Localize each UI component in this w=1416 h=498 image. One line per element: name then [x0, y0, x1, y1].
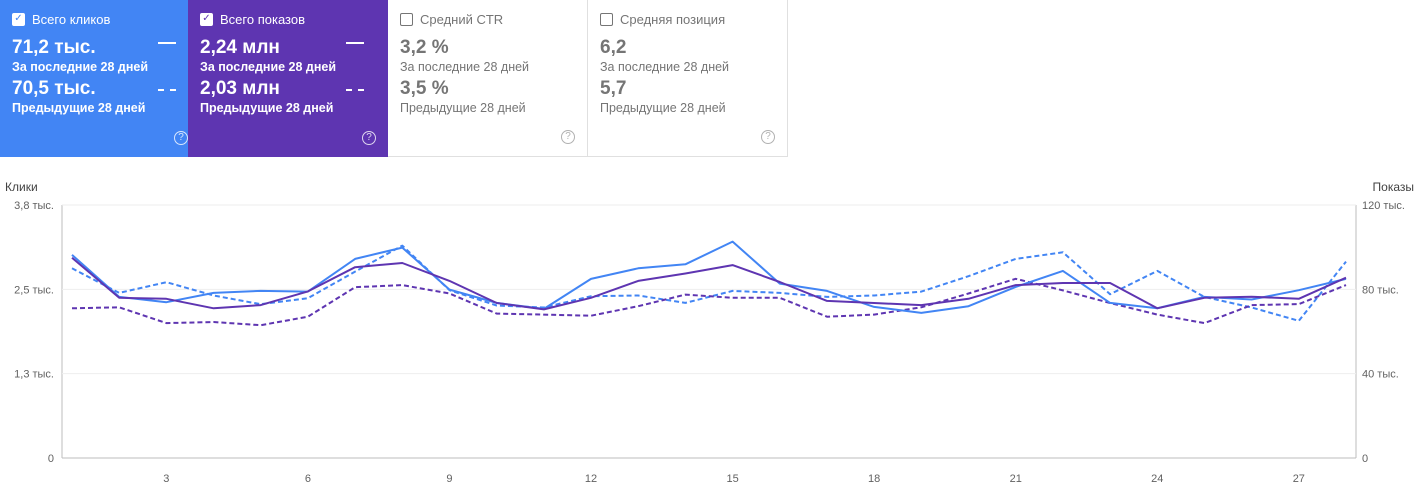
x-tick-label: 3	[163, 473, 169, 485]
card-period: За последние 28 дней	[400, 60, 530, 74]
card-prev-period: Предыдущие 28 дней	[600, 101, 726, 115]
card-period: За последние 28 дней	[200, 60, 337, 74]
left-tick-label: 2,5 тыс.	[14, 284, 54, 296]
right-axis-title: Показы	[1372, 180, 1414, 194]
card-label: Всего кликов	[32, 11, 111, 27]
card-total-impressions[interactable]: ✓ Всего показов 2,24 млн За последние 28…	[188, 0, 388, 157]
card-prev-value: 70,5 тыс.	[12, 78, 96, 99]
x-tick-label: 27	[1293, 473, 1305, 485]
series-line-previous	[71, 277, 1347, 327]
legend-solid-line	[158, 42, 176, 44]
card-period: За последние 28 дней	[600, 60, 730, 74]
series-line-current	[71, 240, 1347, 314]
card-prev-period: Предыдущие 28 дней	[12, 101, 146, 115]
card-value: 2,24 млн	[200, 37, 280, 58]
card-period: За последние 28 дней	[12, 60, 149, 74]
legend-solid-line	[346, 42, 364, 44]
card-average-position[interactable]: Средняя позиция 6,2 За последние 28 дней…	[588, 0, 788, 157]
card-label: Средняя позиция	[620, 11, 726, 27]
left-tick-label: 0	[48, 453, 54, 465]
x-tick-label: 24	[1151, 473, 1163, 485]
left-tick-label: 1,3 тыс.	[14, 369, 54, 381]
x-tick-label: 21	[1010, 473, 1022, 485]
right-tick-label: 120 тыс.	[1362, 200, 1405, 212]
card-prev-value: 5,7	[600, 78, 627, 99]
card-header: Средняя позиция	[600, 11, 775, 27]
card-prev-value: 2,03 млн	[200, 78, 280, 99]
left-axis-title: Клики	[5, 180, 38, 194]
card-average-ctr[interactable]: Средний CTR 3,2 % За последние 28 дней 3…	[388, 0, 588, 157]
left-tick-label: 3,8 тыс.	[14, 200, 54, 212]
x-tick-label: 15	[726, 473, 738, 485]
card-value: 6,2	[600, 37, 627, 58]
right-tick-label: 80 тыс.	[1362, 284, 1399, 296]
help-circle-icon[interactable]: ?	[561, 130, 575, 144]
series-line-previous	[71, 244, 1347, 322]
checkbox-icon[interactable]	[600, 12, 613, 26]
check-icon[interactable]: ✓	[12, 12, 25, 26]
card-value: 71,2 тыс.	[12, 37, 96, 58]
card-header: Средний CTR	[400, 11, 575, 27]
x-tick-label: 12	[585, 473, 597, 485]
help-circle-icon[interactable]: ?	[362, 131, 376, 145]
card-label: Всего показов	[220, 11, 305, 27]
x-tick-label: 6	[305, 473, 311, 485]
checkbox-icon[interactable]	[400, 12, 413, 26]
card-header: ✓ Всего кликов	[12, 11, 188, 27]
card-label: Средний CTR	[420, 11, 504, 27]
help-circle-icon[interactable]: ?	[174, 131, 188, 145]
check-icon[interactable]: ✓	[200, 12, 213, 26]
right-tick-label: 40 тыс.	[1362, 369, 1399, 381]
card-prev-value: 3,5 %	[400, 78, 449, 99]
metric-cards: ✓ Всего кликов 71,2 тыс. За последние 28…	[0, 0, 788, 157]
x-tick-label: 9	[446, 473, 452, 485]
card-prev-period: Предыдущие 28 дней	[400, 101, 526, 115]
legend-dashed-line	[346, 89, 364, 91]
right-tick-label: 0	[1362, 453, 1368, 465]
card-header: ✓ Всего показов	[200, 11, 376, 27]
series-line-current	[71, 256, 1347, 311]
help-circle-icon[interactable]: ?	[761, 130, 775, 144]
card-value: 3,2 %	[400, 37, 449, 58]
x-tick-label: 18	[868, 473, 880, 485]
card-prev-period: Предыдущие 28 дней	[200, 101, 334, 115]
legend-dashed-line	[158, 89, 176, 91]
card-total-clicks[interactable]: ✓ Всего кликов 71,2 тыс. За последние 28…	[0, 0, 200, 157]
